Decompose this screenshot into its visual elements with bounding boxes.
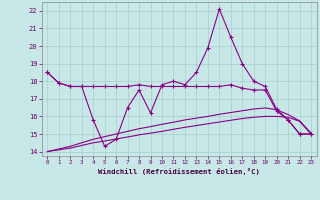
X-axis label: Windchill (Refroidissement éolien,°C): Windchill (Refroidissement éolien,°C) (98, 168, 260, 175)
